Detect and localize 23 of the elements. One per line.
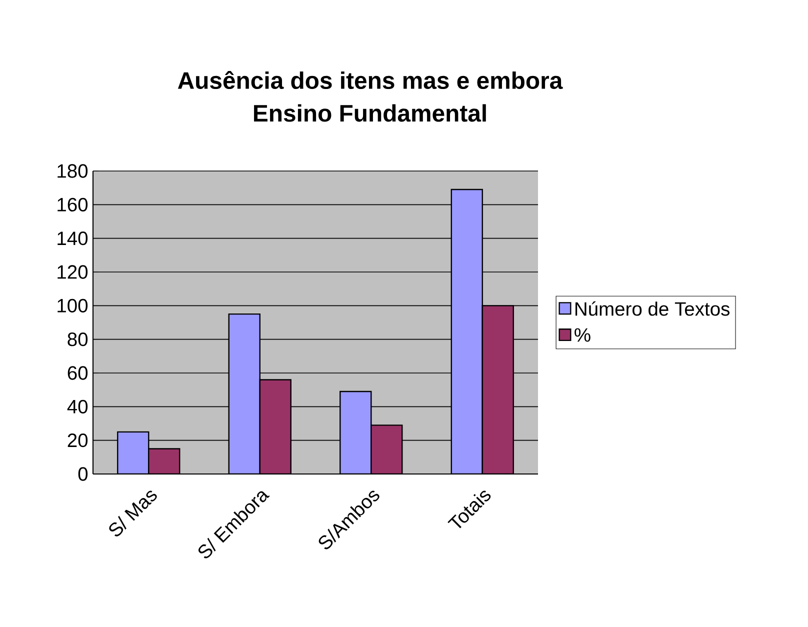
y-tick-label: 0 — [78, 467, 88, 481]
bar — [450, 188, 483, 474]
y-tick-label: 100 — [58, 298, 88, 312]
bar — [482, 305, 514, 474]
bar — [117, 431, 150, 474]
y-tick-label: 80 — [68, 332, 88, 346]
y-tick-label: 180 — [58, 164, 88, 178]
chart-title: Ausência dos itens mas e embora — [178, 70, 563, 90]
legend-label: Número de Textos — [575, 301, 730, 316]
y-tick-label: 160 — [58, 198, 88, 212]
chart-subtitle: Ensino Fundamental — [254, 104, 486, 122]
y-tick-label: 120 — [58, 265, 88, 279]
x-tick-label: S/ Mas — [109, 490, 157, 536]
bar — [259, 379, 292, 474]
bar — [148, 448, 180, 474]
bar — [340, 390, 372, 474]
legend-label: % — [574, 328, 590, 342]
bar — [228, 313, 260, 474]
y-tick-label: 140 — [58, 232, 88, 246]
y-tick-label: 40 — [67, 400, 88, 414]
y-tick-label: 60 — [68, 366, 88, 380]
bar — [370, 424, 403, 474]
y-tick-label: 20 — [68, 434, 88, 448]
